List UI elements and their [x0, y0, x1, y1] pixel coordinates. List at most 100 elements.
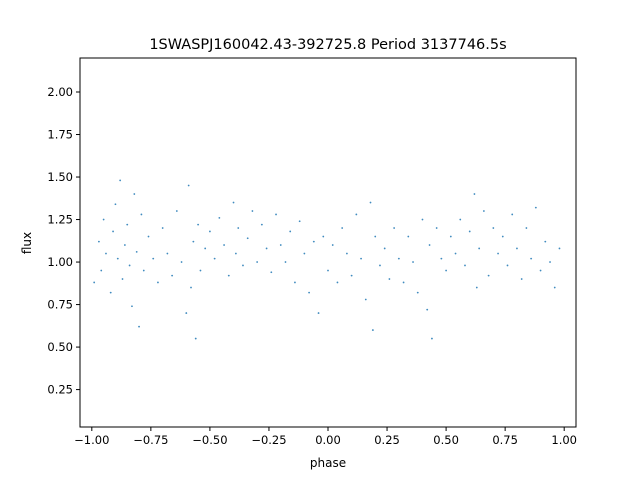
- data-point: [431, 337, 433, 340]
- data-point: [98, 240, 100, 243]
- data-point: [369, 201, 372, 204]
- data-point: [213, 257, 216, 260]
- plot-area: [93, 179, 561, 340]
- data-point: [93, 281, 96, 284]
- data-point: [294, 281, 296, 284]
- data-point: [109, 291, 112, 294]
- data-point: [131, 305, 133, 308]
- data-point: [525, 227, 528, 229]
- data-point: [445, 269, 447, 272]
- data-point: [428, 244, 431, 246]
- data-point: [121, 278, 124, 280]
- data-point: [140, 213, 143, 216]
- data-point: [190, 286, 192, 289]
- y-tick-label: 0.25: [47, 383, 73, 397]
- data-point: [449, 235, 452, 238]
- data-point: [487, 274, 490, 277]
- data-point: [246, 237, 249, 240]
- data-point: [251, 210, 254, 212]
- x-tick-label: 0.75: [492, 433, 518, 447]
- data-point: [114, 203, 117, 206]
- data-point: [530, 257, 533, 260]
- data-point: [147, 235, 150, 238]
- data-point: [553, 286, 556, 289]
- data-point: [539, 269, 542, 272]
- x-axis-ticks: −1.00 −0.75 −0.50 −0.25 0.00 0.25 0.50 0.75 1.00: [74, 427, 577, 447]
- data-point: [194, 337, 197, 340]
- data-point: [171, 274, 174, 277]
- y-tick-label: 0.75: [47, 298, 73, 312]
- data-point: [331, 244, 334, 246]
- data-point: [459, 218, 462, 221]
- data-point: [534, 206, 537, 209]
- data-point: [464, 264, 466, 267]
- data-point: [192, 240, 195, 243]
- y-tick-label: 0.50: [47, 340, 73, 354]
- data-point: [102, 218, 105, 221]
- data-point: [242, 264, 244, 267]
- x-tick-label: −1.00: [74, 433, 109, 447]
- data-point: [142, 269, 145, 272]
- data-point: [506, 264, 509, 267]
- data-point: [138, 325, 140, 328]
- chart-title: 1SWASPJ160042.43-392725.8 Period 3137746…: [149, 37, 506, 53]
- data-point: [421, 218, 424, 221]
- data-point: [234, 252, 237, 255]
- data-point: [187, 184, 190, 187]
- data-point: [317, 312, 320, 314]
- y-tick-label: 1.00: [47, 255, 73, 269]
- data-point: [350, 274, 353, 277]
- data-point: [516, 247, 518, 250]
- data-point: [482, 210, 485, 212]
- x-tick-label: −0.75: [133, 433, 168, 447]
- data-point: [346, 252, 348, 255]
- data-point: [133, 193, 136, 195]
- data-point: [308, 291, 310, 294]
- data-point: [336, 281, 339, 284]
- x-tick-label: 1.00: [551, 433, 577, 447]
- data-point: [374, 235, 377, 238]
- x-tick-label: 0.00: [315, 433, 341, 447]
- data-point: [116, 257, 119, 260]
- data-point: [397, 257, 400, 260]
- data-point: [237, 227, 240, 229]
- data-point: [426, 308, 429, 311]
- data-point: [161, 227, 164, 229]
- data-point: [209, 230, 211, 233]
- data-point: [126, 223, 129, 226]
- data-point: [289, 230, 292, 233]
- data-point: [393, 227, 396, 229]
- x-axis-label: phase: [310, 456, 346, 470]
- data-point: [260, 223, 263, 226]
- data-point: [232, 201, 235, 204]
- data-point: [119, 179, 122, 182]
- data-point: [407, 235, 410, 238]
- data-point: [298, 220, 301, 223]
- y-axis-label: flux: [20, 232, 34, 254]
- y-tick-label: 2.00: [47, 85, 73, 99]
- x-tick-label: 0.25: [374, 433, 400, 447]
- data-point: [284, 261, 287, 263]
- data-point: [185, 312, 188, 314]
- data-point: [364, 298, 367, 301]
- data-point: [223, 244, 225, 246]
- data-point: [440, 257, 443, 260]
- y-tick-label: 1.25: [47, 213, 73, 227]
- data-point: [303, 252, 306, 255]
- data-point: [100, 269, 103, 272]
- data-point: [379, 264, 381, 267]
- y-tick-label: 1.75: [47, 128, 73, 142]
- data-point: [511, 213, 514, 216]
- data-point: [558, 247, 561, 250]
- data-point: [275, 213, 277, 216]
- data-point: [218, 216, 221, 219]
- data-point: [388, 278, 391, 280]
- data-point: [166, 252, 169, 255]
- data-point: [454, 252, 457, 255]
- data-point: [549, 261, 551, 263]
- data-point: [152, 257, 155, 260]
- data-point: [204, 247, 207, 250]
- data-point: [416, 291, 419, 294]
- data-point: [371, 329, 374, 331]
